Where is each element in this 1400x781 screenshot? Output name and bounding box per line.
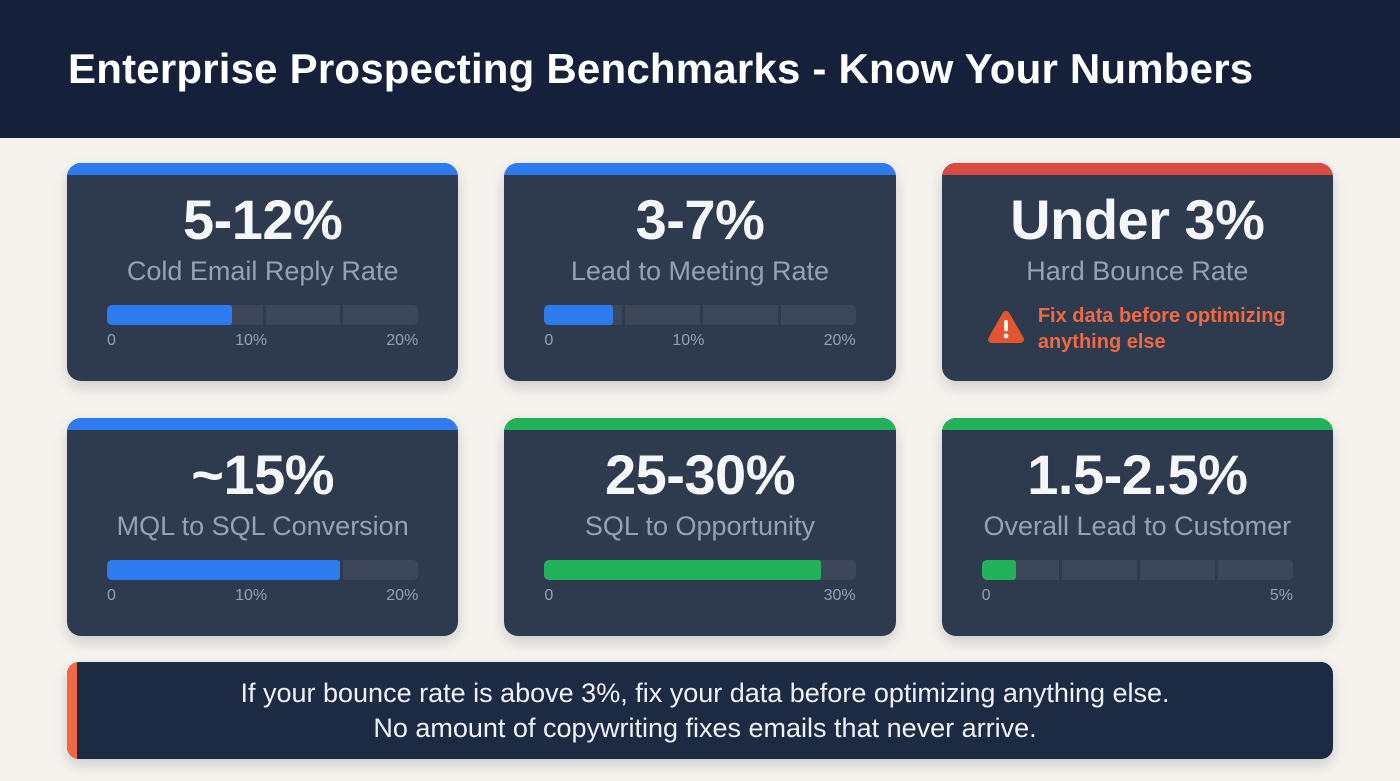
tick-label: 10% — [235, 332, 268, 349]
tick-label: 20% — [386, 332, 419, 349]
metric-label: Hard Bounce Rate — [1026, 256, 1249, 286]
track-divider — [1215, 560, 1219, 580]
tick-label: 0 — [981, 587, 991, 604]
card-hard-bounce-rate: Under 3% Hard Bounce Rate Fix data befor… — [941, 163, 1333, 381]
track-divider — [340, 305, 344, 325]
progress-fill — [981, 560, 1016, 580]
metric-label: Overall Lead to Customer — [983, 511, 1292, 541]
metric-label: Cold Email Reply Rate — [126, 256, 399, 286]
card-accent-bar — [504, 163, 896, 175]
track-divider — [262, 305, 266, 325]
card-accent-bar — [504, 418, 896, 430]
tick-label: 0 — [544, 587, 554, 604]
card-body: 5-12% Cold Email Reply Rate 0 10% 20% — [67, 175, 458, 381]
metric-value: 25-30% — [604, 443, 796, 506]
metric-value: 1.5-2.5% — [1027, 443, 1248, 506]
axis-tick-labels: 0 10% 20% — [107, 332, 418, 350]
tick-label: 20% — [823, 332, 856, 349]
card-accent-bar — [67, 163, 459, 175]
card-sql-to-opportunity: 25-30% SQL to Opportunity 0 30% — [504, 418, 896, 636]
progress-track — [107, 305, 419, 325]
progress-track — [981, 560, 1293, 580]
metric-label: SQL to Opportunity — [584, 511, 816, 541]
track-divider — [699, 305, 703, 325]
warning-note: Fix data before optimizing anything else — [982, 303, 1293, 355]
card-mql-to-sql-conversion: ~15% MQL to SQL Conversion 0 10% 20% — [67, 418, 459, 636]
axis-tick-labels: 0 5% — [982, 587, 1293, 605]
card-body: 3-7% Lead to Meeting Rate 0 10% 20% — [504, 175, 895, 381]
metric-value: Under 3% — [1010, 188, 1265, 251]
header-banner: Enterprise Prospecting Benchmarks - Know… — [0, 0, 1400, 138]
warning-text: Fix data before optimizing anything else — [1037, 305, 1286, 353]
main-content: 5-12% Cold Email Reply Rate 0 10% 20% — [0, 138, 1400, 759]
progress-fill — [544, 305, 613, 325]
tick-label: 10% — [672, 332, 705, 349]
callout-banner: If your bounce rate is above 3%, fix you… — [67, 662, 1333, 759]
card-accent-bar — [941, 418, 1333, 430]
card-accent-bar — [941, 163, 1333, 175]
axis-tick-labels: 0 10% 20% — [107, 587, 418, 605]
tick-label: 0 — [107, 587, 116, 604]
metric-label: Lead to Meeting Rate — [570, 256, 830, 286]
metric-value: 3-7% — [635, 188, 765, 251]
card-accent-bar — [67, 418, 459, 430]
callout-line-2: No amount of copywriting fixes emails th… — [373, 712, 1037, 743]
warning-triangle-icon — [987, 309, 1025, 350]
tick-label: 30% — [823, 587, 856, 604]
callout-accent-bar — [67, 662, 77, 759]
progress-track — [544, 305, 856, 325]
progress-fill — [107, 305, 232, 325]
axis-tick-labels: 0 10% 20% — [544, 332, 855, 350]
card-overall-lead-to-customer: 1.5-2.5% Overall Lead to Customer 0 5% — [941, 418, 1333, 636]
card-body: 25-30% SQL to Opportunity 0 30% — [504, 430, 895, 636]
tick-label: 5% — [1269, 587, 1293, 604]
benchmark-card-grid: 5-12% Cold Email Reply Rate 0 10% 20% — [67, 163, 1333, 636]
card-body: ~15% MQL to SQL Conversion 0 10% 20% — [67, 430, 458, 636]
callout-text: If your bounce rate is above 3%, fix you… — [77, 662, 1333, 759]
callout-line-1: If your bounce rate is above 3%, fix you… — [240, 677, 1170, 708]
progress-fill — [107, 560, 341, 580]
tick-label: 10% — [235, 587, 268, 604]
progress-track — [107, 560, 419, 580]
track-divider — [340, 560, 344, 580]
tick-label: 0 — [107, 332, 116, 349]
card-cold-email-reply-rate: 5-12% Cold Email Reply Rate 0 10% 20% — [67, 163, 459, 381]
axis-tick-labels: 0 30% — [544, 587, 855, 605]
track-divider — [622, 305, 626, 325]
card-body: Under 3% Hard Bounce Rate Fix data befor… — [942, 175, 1333, 381]
tick-label: 0 — [544, 332, 554, 349]
progress-track — [544, 560, 856, 580]
card-body: 1.5-2.5% Overall Lead to Customer 0 5% — [942, 430, 1333, 636]
page-title: Enterprise Prospecting Benchmarks - Know… — [68, 45, 1254, 92]
progress-fill — [544, 560, 822, 580]
metric-label: MQL to SQL Conversion — [116, 511, 409, 541]
card-lead-to-meeting-rate: 3-7% Lead to Meeting Rate 0 10% 20% — [504, 163, 896, 381]
track-divider — [1059, 560, 1063, 580]
track-divider — [1137, 560, 1141, 580]
metric-value: 5-12% — [182, 188, 343, 251]
metric-value: ~15% — [191, 443, 335, 506]
track-divider — [777, 305, 781, 325]
tick-label: 20% — [386, 587, 419, 604]
